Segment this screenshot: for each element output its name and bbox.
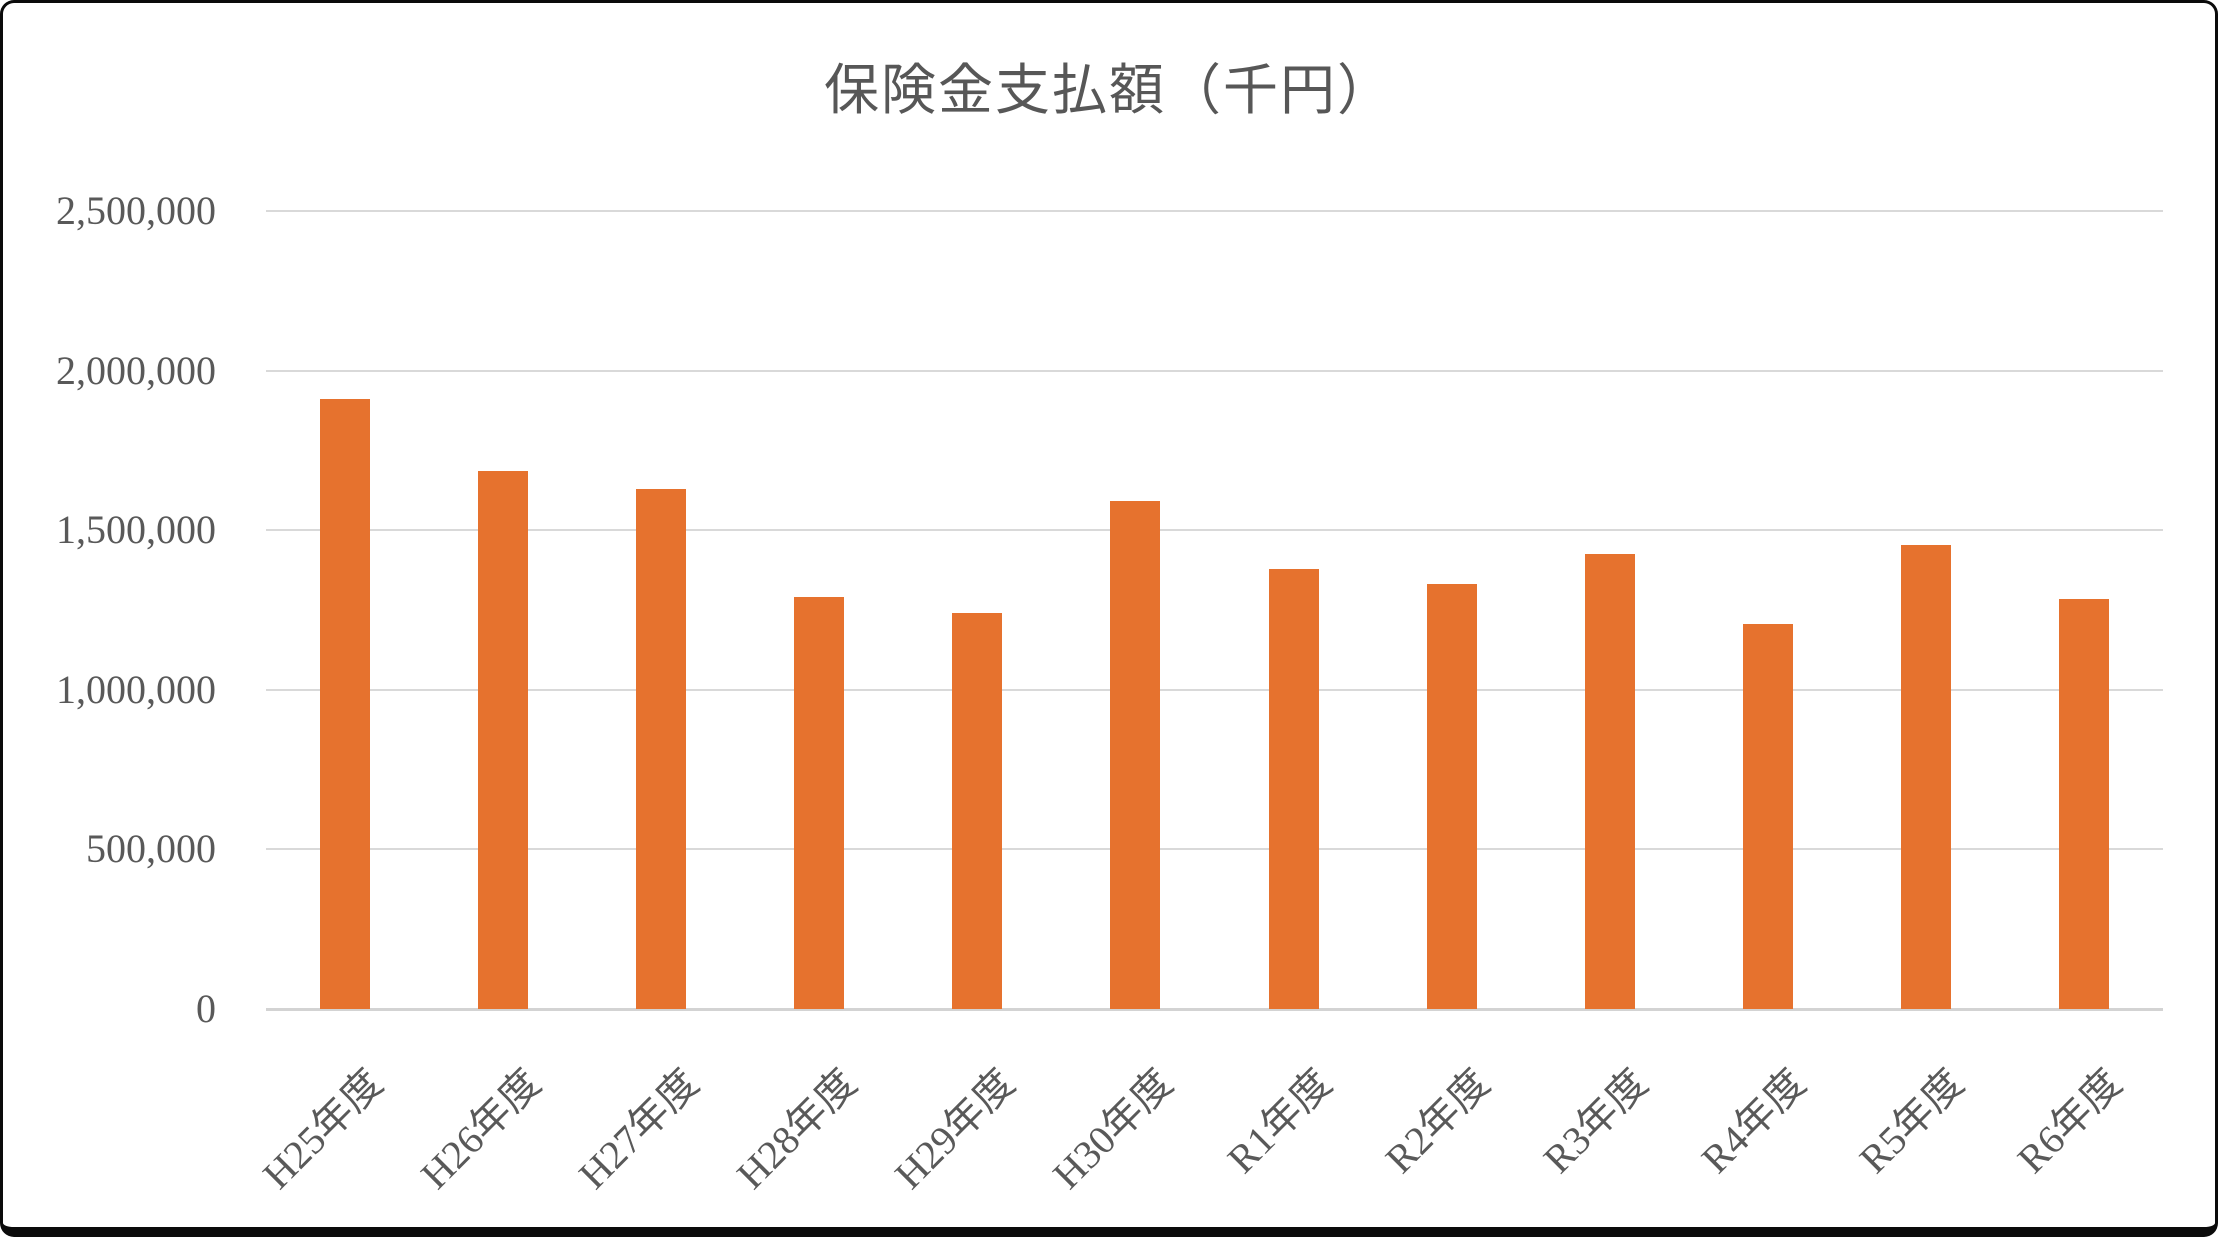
x-category-label: R2年度: [1376, 1060, 1498, 1182]
x-category-label: R5年度: [1850, 1060, 1972, 1182]
x-category-label: H26年度: [412, 1060, 550, 1198]
y-tick-label: 1,500,000: [56, 507, 216, 553]
bar-R1年度: [1268, 568, 1319, 1009]
gridline: [266, 848, 2163, 851]
x-category-label: H28年度: [728, 1060, 866, 1198]
bar-H30年度: [1110, 501, 1161, 1009]
bar-H27年度: [636, 488, 687, 1009]
x-category-label: R6年度: [2008, 1060, 2131, 1182]
x-category-label: H25年度: [254, 1060, 392, 1198]
x-category-label: H27年度: [570, 1060, 708, 1198]
plot-area: [266, 210, 2163, 1011]
bar-R6年度: [2058, 598, 2109, 1009]
x-category-label: R4年度: [1692, 1060, 1814, 1182]
x-category-label: H30年度: [1044, 1060, 1182, 1198]
bar-H28年度: [794, 597, 845, 1009]
gridline: [266, 688, 2163, 691]
y-tick-label: 2,500,000: [56, 188, 216, 233]
y-tick-label: 2,000,000: [56, 347, 216, 393]
y-axis-labels: 2,500,000 2,000,000 1,500,000 1,000,000 500,…: [3, 3, 216, 1227]
bar-R5年度: [1900, 544, 1951, 1009]
chart-title: 保険金支払額（千円）: [823, 59, 1394, 121]
x-category-label: R3年度: [1534, 1060, 1656, 1182]
bar-H29年度: [952, 613, 1003, 1009]
gridline: [266, 529, 2163, 532]
y-tick-label: 0: [196, 986, 216, 1031]
bar-H25年度: [320, 399, 371, 1009]
bar-R3年度: [1584, 554, 1635, 1009]
x-category-label: H29年度: [886, 1060, 1024, 1198]
bar-H26年度: [478, 471, 529, 1009]
x-axis-line: [266, 1008, 2163, 1011]
gridline: [266, 210, 2163, 212]
x-category-label: R1年度: [1218, 1060, 1340, 1182]
y-tick-label: 500,000: [86, 826, 216, 872]
bar-R2年度: [1426, 584, 1477, 1009]
gridline: [266, 369, 2163, 372]
y-tick-label: 1,000,000: [56, 666, 216, 712]
bar-R4年度: [1742, 624, 1793, 1009]
